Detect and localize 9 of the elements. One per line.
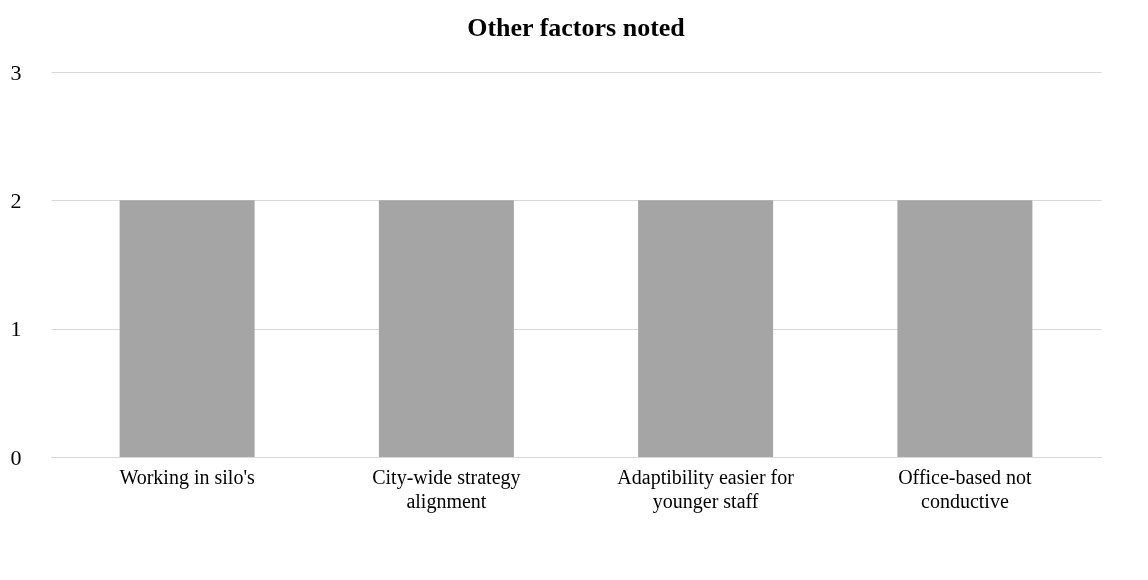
y-tick-label: 2 xyxy=(10,187,22,213)
y-tick-label: 1 xyxy=(10,316,22,342)
y-tick-label: 3 xyxy=(10,59,22,85)
chart-title: Other factors noted xyxy=(467,13,686,42)
y-tick-label: 0 xyxy=(10,444,22,470)
x-tick-label: Working in silo's xyxy=(119,465,255,489)
x-tick-label: City-wide strategy alignment xyxy=(372,465,521,513)
x-tick-label: Office-based not conductive xyxy=(898,465,1033,512)
x-tick-label: Adaptibility easier for younger staff xyxy=(617,465,795,513)
